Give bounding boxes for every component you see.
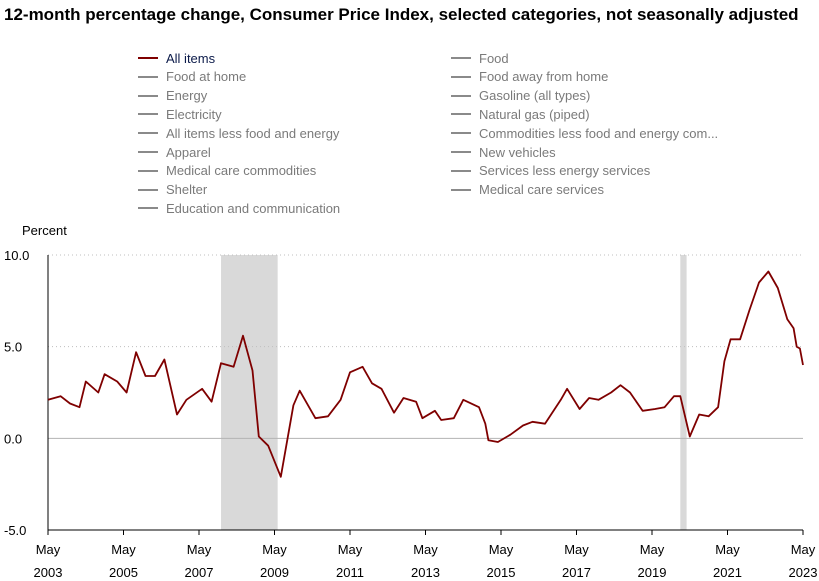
x-tick-year: 2013 [411,565,440,580]
series [47,270,804,478]
x-tick-year: 2015 [487,565,516,580]
x-tick-month: May [187,542,212,557]
legend-label: All items [166,50,216,66]
x-tick-year: 2017 [562,565,591,580]
x-tick-month: May [791,542,816,557]
legend-label: Natural gas (piped) [479,106,590,122]
legend-label: Medical care services [479,182,604,198]
legend-item-services-less-energy-services[interactable]: Services less energy services [451,162,650,180]
x-tick-year: 2019 [638,565,667,580]
legend-label: Food [479,50,509,66]
legend-item-new-vehicles[interactable]: New vehicles [451,143,556,161]
legend-item-apparel[interactable]: Apparel [138,143,211,161]
recession-band [221,255,278,530]
y-tick-labels: -5.0 0.0 5.0 10.0 [4,248,29,538]
x-tick-month: May [111,542,136,557]
x-tick-month: May [338,542,363,557]
x-tick-month: May [715,542,740,557]
y-tick-label: 5.0 [4,340,22,355]
legend-item-commodities-less-food-and-energy-com[interactable]: Commodities less food and energy com... [451,124,718,142]
recession-band [680,255,687,530]
legend-swatch [451,151,471,153]
x-tick-month: May [262,542,287,557]
legend-item-food-at-home[interactable]: Food at home [138,68,246,86]
x-tick-year: 2021 [713,565,742,580]
x-tick-month: May [36,542,61,557]
legend-label: Shelter [166,182,208,198]
x-tick-month: May [564,542,589,557]
legend-swatch [451,75,471,78]
x-tick-labels: May 2003 May 2005 May 2007 May 2009 May 2011 May 20… [34,542,818,580]
legend-swatch [138,94,158,97]
x-tick-year: 2023 [789,565,818,580]
x-tick-year: 2005 [109,565,138,580]
legend-swatch [138,75,158,78]
legend-label: Food at home [166,69,247,85]
legend-item-shelter[interactable]: Shelter [138,181,207,199]
legend-item-food[interactable]: Food [451,49,509,67]
legend-label: Medical care commodities [166,163,317,179]
legend-item-all-items-less-food-and-energy[interactable]: All items less food and energy [138,124,339,142]
legend-label: Gasoline (all types) [479,88,591,104]
recession-bands [221,255,687,530]
series-line-all-items [47,270,804,478]
legend-swatch [138,113,158,116]
legend-item-electricity[interactable]: Electricity [138,105,222,123]
legend-swatch [451,113,471,116]
legend-swatch [138,132,158,135]
legend-swatch [138,207,158,210]
legend-item-medical-care-services[interactable]: Medical care services [451,181,604,199]
y-tick-label: -5.0 [4,523,26,538]
legend-swatch [138,169,158,172]
legend-item-natural-gas-piped[interactable]: Natural gas (piped) [451,105,590,123]
legend-label: Commodities less food and energy com... [479,125,719,141]
axes [47,255,804,535]
y-tick-label: 10.0 [4,248,29,263]
legend-swatch [138,151,158,153]
legend-label: New vehicles [479,144,556,160]
legend-label: Services less energy services [479,163,651,179]
x-tick-year: 2009 [260,565,289,580]
legend-item-food-away-from-home[interactable]: Food away from home [451,68,608,86]
x-tick-month: May [413,542,438,557]
legend-item-medical-care-commodities[interactable]: Medical care commodities [138,162,316,180]
legend-swatch [138,188,158,191]
legend-label: Energy [166,88,208,104]
legend-label: Food away from home [479,69,609,85]
legend-swatch [451,94,471,97]
y-tick-label: 0.0 [4,431,22,446]
chart-title: 12-month percentage change, Consumer Pri… [4,5,799,24]
legend-swatch [451,132,471,135]
legend-swatch [451,188,471,191]
legend-item-gasoline-all-types[interactable]: Gasoline (all types) [451,87,590,105]
x-tick-month: May [640,542,665,557]
gridlines [48,254,803,439]
legend-label: Education and communication [166,200,341,216]
x-tick-year: 2011 [336,565,364,580]
legend-label: Electricity [166,106,222,122]
x-tick-month: May [489,542,514,557]
legend-item-education-and-communication[interactable]: Education and communication [138,199,340,217]
legend-item-energy[interactable]: Energy [138,87,207,105]
x-tick-year: 2007 [185,565,214,580]
x-tick-year: 2003 [34,565,63,580]
y-axis-label: Percent [22,223,67,238]
legend-swatch [451,169,471,172]
legend-label: Apparel [166,144,211,160]
legend-swatch [451,57,471,59]
legend-label: All items less food and energy [166,125,340,141]
legend-item-all-items[interactable]: All items [138,49,215,67]
legend-swatch [138,57,158,59]
